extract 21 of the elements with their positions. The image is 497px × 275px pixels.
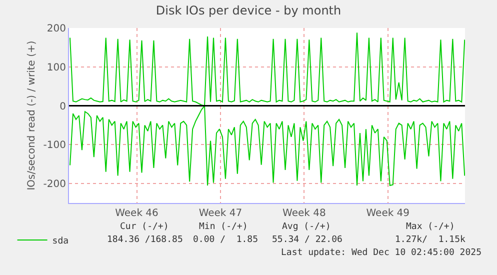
text: Cur (-/+) (120, 222, 169, 232)
x-tick-label: Week 49 (366, 208, 410, 219)
chart-title: Disk IOs per device - by month (156, 3, 342, 18)
text: Max (-/+) (406, 222, 455, 232)
y-tick-label: -100 (43, 140, 66, 152)
x-tick-label: Week 46 (115, 208, 158, 219)
legend-label: sda (52, 236, 69, 247)
text: Last update: Wed Dec 10 02:45:00 2025 (281, 248, 482, 258)
text: 55.34 / 22.06 (272, 235, 342, 245)
text: Avg (-/+) (282, 222, 331, 232)
text: Min (-/+) (199, 222, 248, 232)
x-tick-label: Week 48 (282, 208, 326, 219)
y-tick-label: 200 (46, 24, 66, 34)
y-axis-title: IOs/second read (-) / write (+) (26, 40, 38, 190)
y-tick-label: -200 (43, 179, 66, 190)
text: 184.36 /168.85 (107, 235, 183, 245)
y-tick-label: 0 (60, 101, 66, 112)
text: 0.00 / 1.85 (193, 235, 258, 245)
x-tick-label: Week 47 (198, 208, 242, 219)
text: 1.27k/ 1.15k (395, 235, 466, 245)
y-tick-label: 100 (46, 62, 66, 74)
